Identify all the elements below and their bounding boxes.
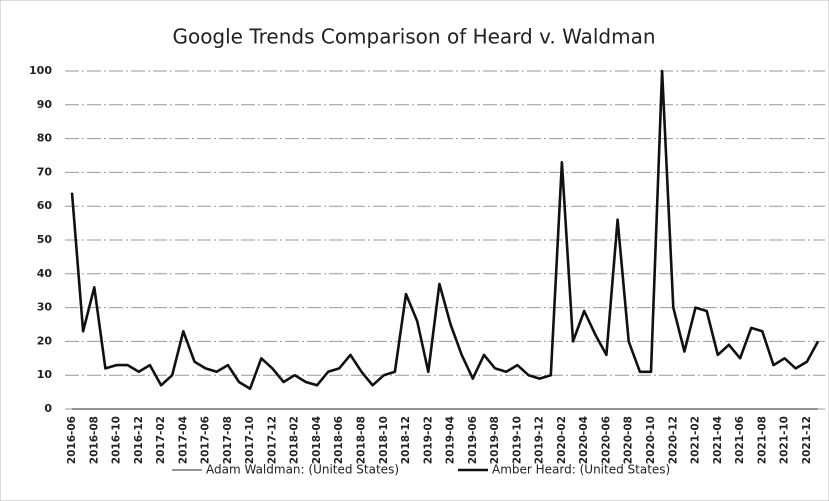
- x-tick-label: 2020-06: [600, 416, 612, 464]
- y-tick-label: 0: [44, 402, 52, 415]
- y-tick-label: 40: [37, 267, 53, 280]
- x-tick-label: 2016-12: [133, 416, 145, 464]
- x-tick-label: 2018-12: [400, 416, 412, 464]
- x-tick-label: 2021-10: [779, 416, 791, 464]
- x-tick-label: 2020-08: [623, 416, 635, 464]
- y-tick-label: 30: [37, 301, 53, 314]
- x-tick-label: 2017-08: [222, 416, 234, 464]
- legend-label: Adam Waldman: (United States): [206, 463, 399, 477]
- x-tick-label: 2020-10: [645, 416, 657, 464]
- x-tick-label: 2019-10: [511, 416, 523, 464]
- y-tick-label: 60: [37, 199, 53, 212]
- x-tick-label: 2017-10: [244, 416, 256, 464]
- x-tick-label: 2016-06: [66, 416, 78, 464]
- chart-title: Google Trends Comparison of Heard v. Wal…: [172, 25, 655, 49]
- y-tick-label: 10: [37, 368, 53, 381]
- legend-label: Amber Heard: (United States): [492, 463, 670, 477]
- y-tick-label: 80: [37, 132, 53, 145]
- x-tick-label: 2021-06: [734, 416, 746, 464]
- x-tick-label: 2018-08: [355, 416, 367, 464]
- y-tick-label: 90: [37, 98, 53, 111]
- x-tick-label: 2017-12: [266, 416, 278, 464]
- x-tick-label: 2018-10: [378, 416, 390, 464]
- x-tick-label: 2019-12: [534, 416, 546, 464]
- y-tick-label: 50: [37, 233, 53, 246]
- x-tick-label: 2021-12: [801, 416, 813, 464]
- x-tick-label: 2018-04: [311, 416, 323, 464]
- x-tick-label: 2018-02: [289, 416, 301, 464]
- x-tick-label: 2016-10: [111, 416, 123, 464]
- x-tick-label: 2019-04: [445, 416, 457, 464]
- y-tick-label: 100: [29, 64, 52, 77]
- x-tick-label: 2021-02: [690, 416, 702, 464]
- x-tick-label: 2021-04: [712, 416, 724, 464]
- x-tick-label: 2019-08: [489, 416, 501, 464]
- x-tick-label: 2019-06: [467, 416, 479, 464]
- x-tick-label: 2016-08: [88, 416, 100, 464]
- x-tick-label: 2017-04: [177, 416, 189, 464]
- x-tick-label: 2018-06: [333, 416, 345, 464]
- x-tick-label: 2017-02: [155, 416, 167, 464]
- series-line: [70, 69, 820, 390]
- x-tick-label: 2019-02: [422, 416, 434, 464]
- x-tick-label: 2021-08: [756, 416, 768, 464]
- x-tick-label: 2020-02: [556, 416, 568, 464]
- x-tick-label: 2017-06: [200, 416, 212, 464]
- x-tick-label: 2020-12: [667, 416, 679, 464]
- y-tick-label: 20: [37, 334, 53, 347]
- x-tick-label: 2020-04: [578, 416, 590, 464]
- y-tick-label: 70: [37, 165, 53, 178]
